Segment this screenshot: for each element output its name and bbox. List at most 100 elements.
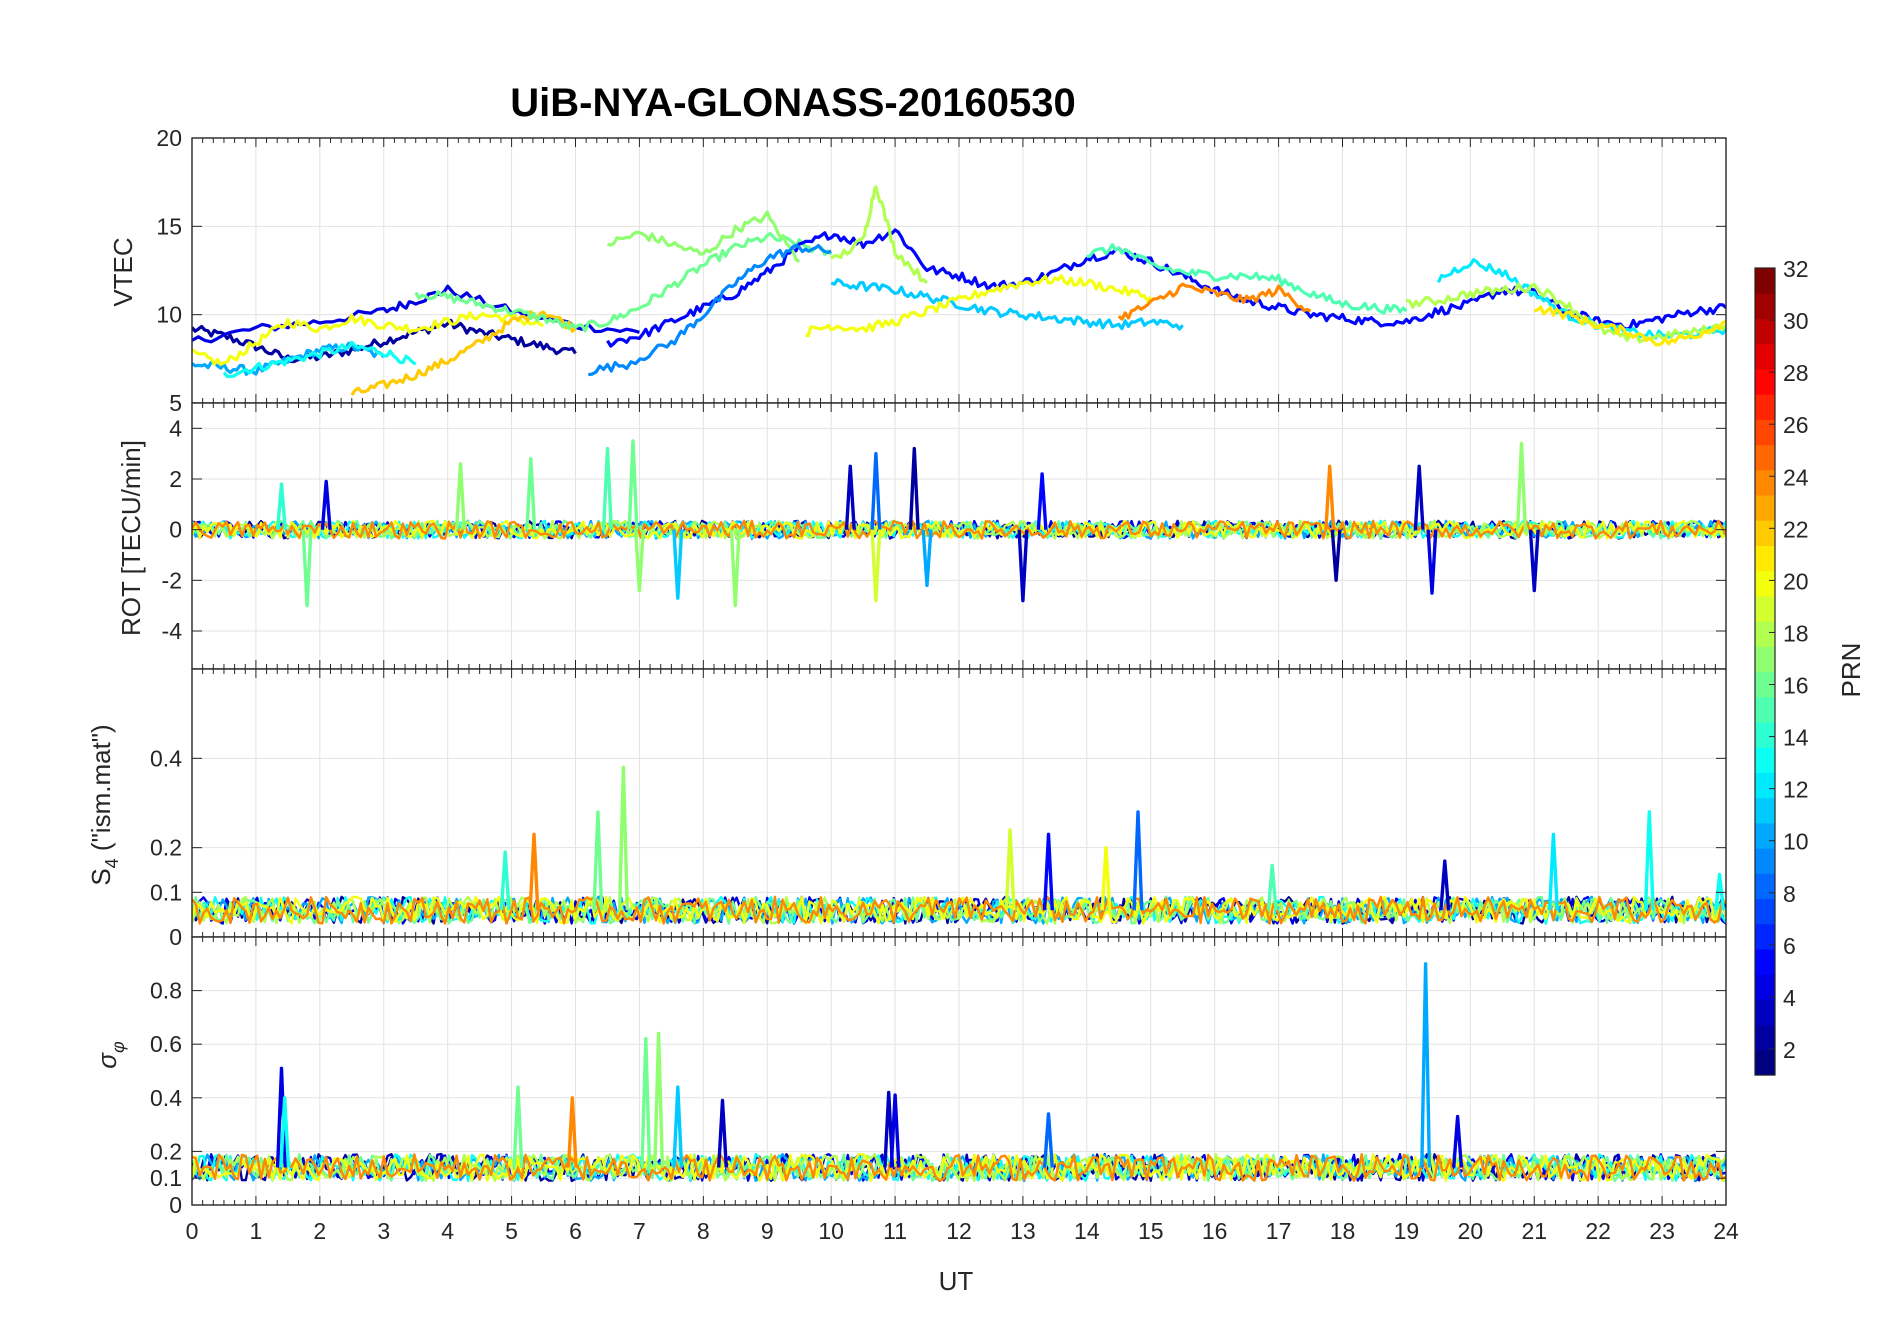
peak-prn-4	[889, 1093, 901, 1168]
colorbar-tick-label: 8	[1783, 881, 1796, 907]
peak-prn-12	[1547, 832, 1559, 911]
colorbar-cell	[1755, 293, 1775, 320]
s4-ylabel: S4 ("ism.mat")	[86, 724, 122, 885]
y-tick-label: 10	[156, 302, 182, 328]
peak-prn-17	[617, 765, 629, 911]
x-tick-label: 1	[250, 1218, 263, 1244]
x-tick-label: 16	[1202, 1218, 1228, 1244]
x-tick-label: 10	[818, 1218, 844, 1244]
peak-prn-5	[1042, 832, 1054, 911]
colorbar-label: PRN	[1836, 643, 1866, 698]
peak-prn-4	[320, 479, 332, 530]
x-tick-label: 22	[1585, 1218, 1611, 1244]
colorbar-cell	[1755, 797, 1775, 824]
y-tick-label: 2	[169, 466, 182, 492]
x-tick-label: 0	[186, 1218, 199, 1244]
peak-prn-4	[1452, 1114, 1464, 1168]
colorbar-tick-label: 22	[1783, 516, 1809, 542]
x-tick-label: 3	[377, 1218, 390, 1244]
colorbar-cell	[1755, 368, 1775, 395]
peak-prn-16	[640, 1037, 652, 1168]
peak-prn-3	[1528, 529, 1540, 593]
peak-prn-15	[1266, 863, 1278, 911]
x-tick-label: 4	[441, 1218, 454, 1244]
colorbar-cell	[1755, 948, 1775, 975]
vtec-line-prn-18	[1405, 282, 1726, 344]
x-tick-label: 21	[1521, 1218, 1547, 1244]
colorbar-tick-label: 12	[1783, 777, 1809, 803]
vtec-panel: 5 10 15 20	[156, 125, 1727, 416]
vtec-line-prn-9	[588, 243, 832, 377]
x-tick-label: 17	[1266, 1218, 1292, 1244]
x-tick-label: 14	[1074, 1218, 1100, 1244]
x-ticks	[191, 669, 1727, 937]
colorbar-cell	[1755, 1024, 1775, 1051]
y-tick-label: 0.6	[150, 1031, 182, 1057]
colorbar-tick-label: 2	[1783, 1037, 1796, 1063]
y-tick-label: 4	[169, 415, 182, 441]
vtec-line-prn-18	[830, 185, 929, 285]
data-series	[192, 765, 1726, 925]
x-tick-label: 13	[1010, 1218, 1036, 1244]
peak-prn-15	[601, 446, 613, 530]
colorbar-cell	[1755, 974, 1775, 1000]
colorbar-cell	[1755, 494, 1775, 521]
colorbar-cell	[1755, 822, 1775, 849]
data-series	[192, 439, 1726, 608]
peak-prn-17	[633, 529, 645, 593]
colorbar-cell	[1755, 343, 1775, 370]
x-tick-label: 11	[883, 1218, 907, 1244]
peak-prn-14	[275, 482, 287, 530]
noise-prn-24	[192, 1153, 1726, 1182]
data-series	[192, 962, 1726, 1183]
peak-prn-8	[870, 452, 882, 530]
chart-title: UiB-NYA-GLONASS-20160530	[510, 81, 1075, 125]
x-axis-label: UT	[939, 1266, 974, 1296]
colorbar-cell	[1755, 318, 1775, 345]
peak-prn-24	[528, 832, 540, 911]
colorbar-cell	[1755, 444, 1775, 471]
noise-prn-24	[192, 519, 1726, 540]
x-tick-label: 8	[697, 1218, 710, 1244]
colorbar-cell	[1755, 268, 1775, 294]
x-tick-label: 19	[1394, 1218, 1420, 1244]
colorbar-cell	[1755, 671, 1775, 698]
colorbar-cell	[1755, 696, 1775, 723]
peak-prn-20	[1100, 846, 1112, 911]
x-tick-label: 18	[1330, 1218, 1356, 1244]
peak-prn-10	[921, 529, 933, 588]
sigma-phi-ylabel: σφ	[92, 1041, 128, 1069]
colorbar-tick-label: 24	[1783, 464, 1809, 490]
colorbar-cell	[1755, 469, 1775, 496]
peak-prn-2	[908, 446, 920, 530]
x-tick-label: 20	[1458, 1218, 1484, 1244]
vtec-line-prn-15	[1086, 243, 1408, 315]
peak-prn-16	[627, 439, 639, 530]
colorbar-cell	[1755, 898, 1775, 925]
y-tick-label: 20	[156, 125, 182, 151]
peak-prn-17	[1515, 441, 1527, 530]
data-series	[192, 185, 1726, 396]
colorbar-cell	[1755, 1049, 1775, 1076]
noise-prn-24	[192, 895, 1726, 925]
peak-prn-16	[301, 529, 313, 608]
x-tick-label: 7	[633, 1218, 646, 1244]
colorbar-cell	[1755, 848, 1775, 874]
colorbar-cell	[1755, 621, 1775, 647]
y-tick-label: 0.2	[150, 1138, 182, 1164]
y-tick-label: 0.8	[150, 978, 182, 1004]
peak-prn-11	[672, 529, 684, 600]
colorbar-cell	[1755, 873, 1775, 900]
colorbar-tick-label: 14	[1783, 725, 1809, 751]
y-tick-label: 15	[156, 213, 182, 239]
colorbar-cell	[1755, 747, 1775, 773]
colorbar-cell	[1755, 520, 1775, 547]
noise-prn-18	[192, 895, 1726, 925]
colorbar-cell	[1755, 419, 1775, 446]
peak-prn-16	[525, 457, 537, 530]
colorbar-tick-label: 6	[1783, 933, 1796, 959]
vtec-line-prn-20	[805, 274, 1153, 338]
colorbar-tick-label: 10	[1783, 829, 1809, 855]
